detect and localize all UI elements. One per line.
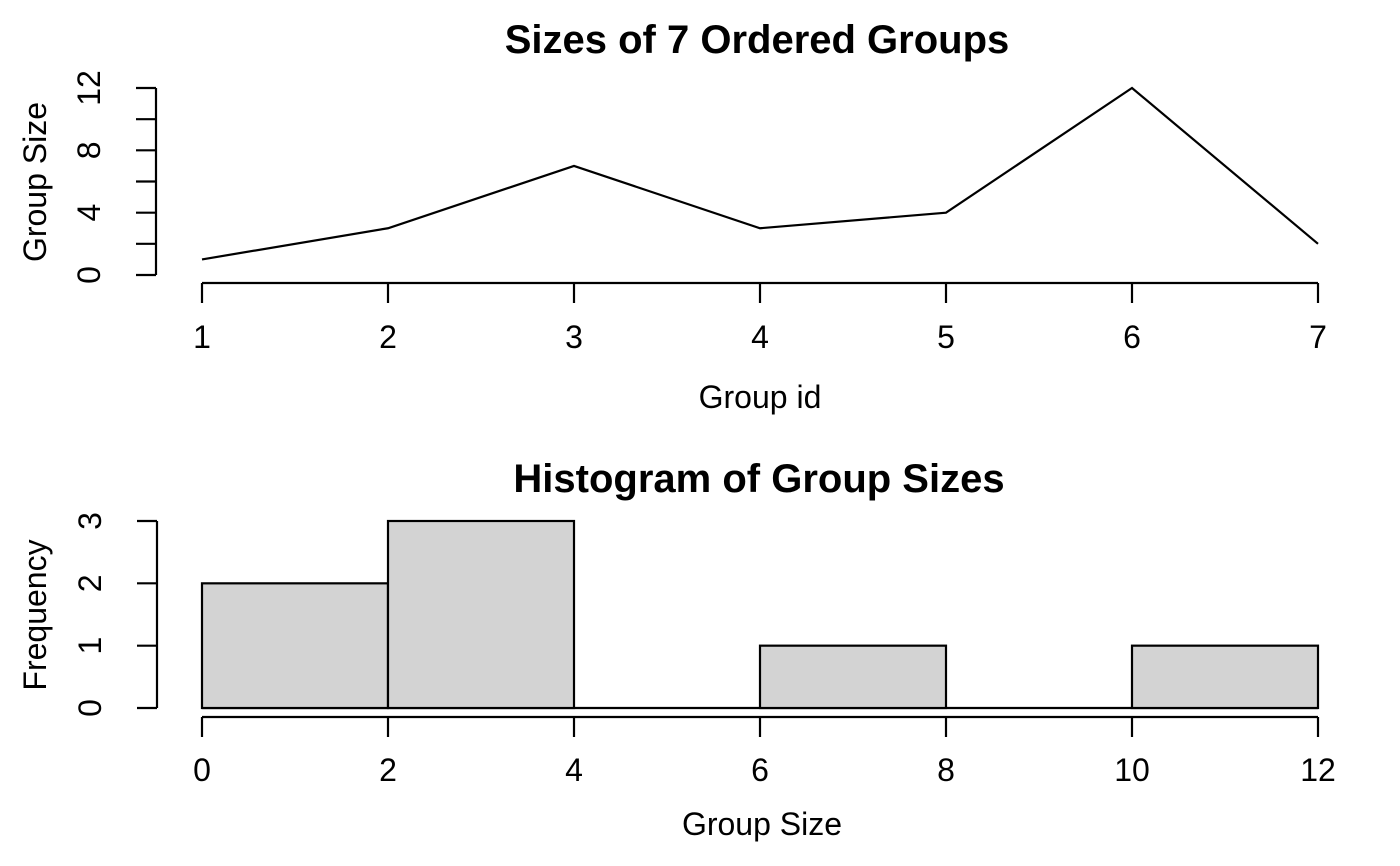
- histogram-chart: Histogram of Group Sizes Group Size Freq…: [17, 457, 1336, 842]
- histogram-xlabel: Group Size: [682, 806, 842, 842]
- x-tick-label: 4: [751, 319, 769, 355]
- y-tick-label: 2: [72, 574, 108, 592]
- x-tick-label: 5: [937, 319, 955, 355]
- x-tick-label: 8: [937, 752, 955, 788]
- y-tick-label: 1: [72, 637, 108, 655]
- y-tick-label: 12: [71, 70, 107, 106]
- y-tick-label: 3: [72, 512, 108, 530]
- line-chart-xlabel: Group id: [699, 379, 822, 415]
- histogram-bar: [1130, 644, 1320, 710]
- x-tick-label: 10: [1114, 752, 1150, 788]
- x-tick-label: 2: [379, 752, 397, 788]
- x-tick-label: 1: [193, 319, 211, 355]
- histogram-bars: [200, 519, 1320, 710]
- y-tick-label: 8: [71, 141, 107, 159]
- line-chart-ylabel: Group Size: [17, 102, 53, 262]
- x-tick-label: 6: [1123, 319, 1141, 355]
- x-tick-label: 2: [379, 319, 397, 355]
- histogram-bar: [758, 644, 948, 710]
- histogram-ylabel: Frequency: [17, 539, 53, 690]
- line-chart-title: Sizes of 7 Ordered Groups: [505, 18, 1010, 62]
- x-tick-label: 4: [565, 752, 583, 788]
- x-tick-label: 6: [751, 752, 769, 788]
- y-tick-label: 0: [71, 266, 107, 284]
- histogram-bar: [200, 582, 390, 710]
- x-tick-label: 3: [565, 319, 583, 355]
- histogram-bar: [386, 519, 576, 710]
- x-tick-label: 12: [1300, 752, 1336, 788]
- x-tick-label: 0: [193, 752, 211, 788]
- y-tick-label: 0: [72, 699, 108, 717]
- line-chart: Sizes of 7 Ordered Groups Group id Group…: [17, 18, 1327, 415]
- line-chart-series: [201, 86, 1319, 261]
- histogram-title: Histogram of Group Sizes: [513, 457, 1004, 501]
- y-tick-label: 4: [71, 204, 107, 222]
- x-tick-label: 7: [1309, 319, 1327, 355]
- line-series: [201, 86, 1319, 261]
